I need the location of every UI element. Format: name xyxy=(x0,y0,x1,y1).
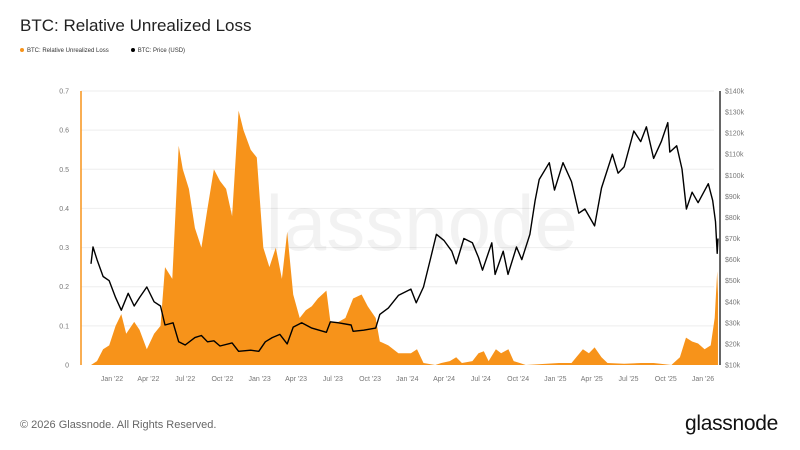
y-right-tick-label: $50k xyxy=(725,278,741,285)
x-tick-label: Jan '23 xyxy=(248,376,270,383)
x-tick-label: Jul '24 xyxy=(471,376,491,383)
x-tick-label: Jan '24 xyxy=(396,376,418,383)
y-right-tick-label: $130k xyxy=(725,110,745,117)
legend-label: BTC: Price (USD) xyxy=(137,48,186,54)
y-right-tick-label: $120k xyxy=(725,131,745,138)
y-left-tick-label: 0.5 xyxy=(59,167,69,174)
y-left-tick-label: 0.3 xyxy=(59,245,69,252)
legend-label: BTC: Relative Unrealized Loss xyxy=(27,48,109,54)
y-right-tick-label: $30k xyxy=(725,320,741,327)
legend-dot-icon xyxy=(20,48,24,53)
x-tick-label: Apr '23 xyxy=(285,376,307,383)
chart-title: BTC: Relative Unrealized Loss xyxy=(20,16,252,35)
x-tick-label: Jan '25 xyxy=(544,376,566,383)
x-tick-label: Jul '22 xyxy=(175,376,195,383)
y-left-tick-label: 0.1 xyxy=(59,323,69,330)
y-left-tick-label: 0.6 xyxy=(59,128,69,135)
y-right-tick-label: $20k xyxy=(725,341,741,348)
glassnode-logo[interactable]: glassnode xyxy=(684,412,778,435)
x-tick-label: Oct '23 xyxy=(359,376,381,383)
legend-item-loss[interactable]: BTC: Relative Unrealized Loss xyxy=(20,48,109,54)
legend: BTC: Relative Unrealized Loss BTC: Price… xyxy=(20,48,185,54)
x-tick-label: Apr '22 xyxy=(137,376,159,383)
copyright: © 2026 Glassnode. All Rights Reserved. xyxy=(20,419,217,431)
y-right-tick-label: $40k xyxy=(725,299,741,306)
y-right-tick-label: $10k xyxy=(725,363,741,370)
x-tick-label: Apr '25 xyxy=(581,376,603,383)
x-tick-label: Oct '24 xyxy=(507,376,529,383)
x-tick-label: Jan '22 xyxy=(101,376,123,383)
loss-area xyxy=(90,110,719,365)
y-left-tick-label: 0.7 xyxy=(59,89,69,96)
y-left-tick-label: 0.4 xyxy=(59,206,69,213)
y-left-tick-label: 0 xyxy=(65,363,69,370)
y-right-tick-label: $60k xyxy=(725,257,741,264)
y-right-tick-label: $70k xyxy=(725,236,741,243)
x-tick-label: Oct '22 xyxy=(211,376,233,383)
x-tick-label: Jul '23 xyxy=(323,376,343,383)
price-line xyxy=(90,121,719,352)
legend-dot-icon xyxy=(130,48,135,53)
x-tick-label: Apr '24 xyxy=(433,376,455,383)
y-right-tick-label: $140k xyxy=(725,89,745,96)
x-tick-label: Jul '25 xyxy=(619,376,639,383)
x-tick-label: Oct '25 xyxy=(655,376,677,383)
x-tick-label: Jan '26 xyxy=(692,376,714,383)
y-right-tick-label: $90k xyxy=(725,194,741,201)
y-left-tick-label: 0.2 xyxy=(59,284,69,291)
legend-item-price[interactable]: BTC: Price (USD) xyxy=(130,48,186,54)
y-right-tick-label: $100k xyxy=(725,173,745,180)
y-right-tick-label: $110k xyxy=(725,152,744,159)
y-right-tick-label: $80k xyxy=(725,215,741,222)
